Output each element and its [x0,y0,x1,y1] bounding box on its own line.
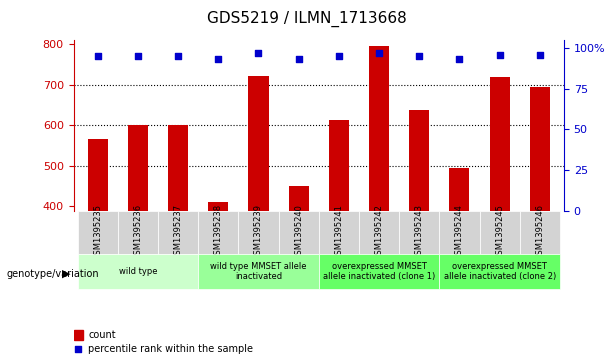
Bar [88,139,108,211]
Point [414,53,424,59]
Point [93,53,102,59]
FancyBboxPatch shape [440,211,479,254]
Text: GSM1395241: GSM1395241 [334,204,343,260]
FancyBboxPatch shape [278,211,319,254]
FancyBboxPatch shape [319,211,359,254]
Text: GSM1395246: GSM1395246 [535,204,544,260]
Text: GSM1395245: GSM1395245 [495,204,504,260]
FancyBboxPatch shape [118,211,158,254]
FancyBboxPatch shape [359,211,399,254]
Text: GSM1395240: GSM1395240 [294,204,303,260]
Text: percentile rank within the sample: percentile rank within the sample [88,344,253,354]
Text: count: count [88,330,116,340]
FancyBboxPatch shape [319,254,440,289]
Bar [409,110,429,211]
Bar [248,77,268,211]
Text: GSM1395239: GSM1395239 [254,204,263,260]
FancyBboxPatch shape [198,254,319,289]
Bar [449,168,470,211]
Text: overexpressed MMSET
allele inactivated (clone 2): overexpressed MMSET allele inactivated (… [444,262,556,281]
FancyBboxPatch shape [78,211,118,254]
Text: GSM1395236: GSM1395236 [134,204,142,260]
Bar [329,121,349,211]
Point [455,57,465,62]
FancyBboxPatch shape [399,211,440,254]
Point [213,57,223,62]
Text: ▶: ▶ [62,269,70,279]
Bar [530,87,550,211]
Text: wild type MMSET allele
inactivated: wild type MMSET allele inactivated [210,262,306,281]
FancyBboxPatch shape [158,211,198,254]
Text: GSM1395243: GSM1395243 [415,204,424,260]
Text: wild type: wild type [119,267,157,276]
Point [535,52,545,57]
FancyBboxPatch shape [198,211,238,254]
Text: genotype/variation: genotype/variation [6,269,99,279]
Bar [128,125,148,211]
Text: overexpressed MMSET
allele inactivated (clone 1): overexpressed MMSET allele inactivated (… [323,262,435,281]
Bar [208,203,228,211]
FancyBboxPatch shape [479,211,520,254]
Text: GSM1395237: GSM1395237 [173,204,183,260]
Text: GSM1395244: GSM1395244 [455,204,464,260]
Bar [490,77,509,211]
FancyBboxPatch shape [520,211,560,254]
Point [374,50,384,56]
Point [334,53,344,59]
Point [133,53,143,59]
Point [173,53,183,59]
Bar [74,330,83,340]
Bar [289,186,309,211]
Text: GSM1395235: GSM1395235 [93,204,102,260]
Point [495,52,504,57]
Point [359,280,368,286]
Text: GSM1395238: GSM1395238 [214,204,223,260]
FancyBboxPatch shape [440,254,560,289]
Text: GSM1395242: GSM1395242 [375,204,384,260]
Bar [168,125,188,211]
Bar [369,46,389,211]
Point [294,57,303,62]
FancyBboxPatch shape [78,254,198,289]
Text: GDS5219 / ILMN_1713668: GDS5219 / ILMN_1713668 [207,11,406,27]
FancyBboxPatch shape [238,211,278,254]
Point [254,50,264,56]
